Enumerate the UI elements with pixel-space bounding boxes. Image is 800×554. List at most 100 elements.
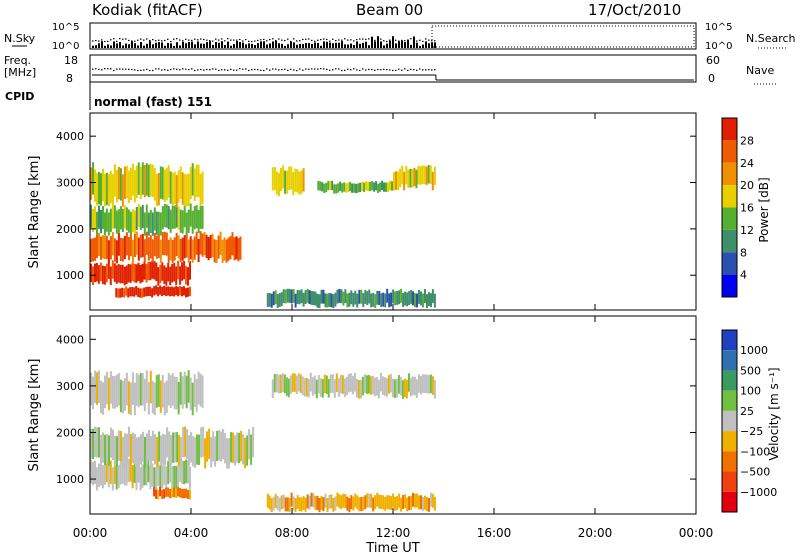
heatmap-cell bbox=[167, 487, 170, 497]
heatmap-cell bbox=[204, 438, 207, 469]
heatmap-cell bbox=[137, 459, 140, 483]
heatmap-cell bbox=[121, 238, 124, 262]
heatmap-cell bbox=[139, 234, 142, 258]
freq-point bbox=[266, 68, 268, 70]
noise-bar bbox=[221, 41, 223, 48]
noise-point bbox=[140, 38, 142, 40]
heatmap-cell bbox=[111, 232, 114, 256]
heatmap-cell bbox=[209, 234, 212, 259]
heatmap-cell bbox=[375, 377, 378, 396]
noise-bar bbox=[254, 45, 256, 48]
heatmap-cell bbox=[173, 376, 176, 410]
heatmap-cell bbox=[165, 286, 168, 296]
heatmap-cell bbox=[353, 373, 356, 392]
heatmap-cell bbox=[175, 285, 178, 296]
heatmap-cell bbox=[151, 288, 154, 298]
heatmap-cell bbox=[198, 434, 201, 465]
heatmap-cell bbox=[123, 235, 126, 260]
colorbar-swatch bbox=[722, 162, 737, 186]
beam-label: Beam 00 bbox=[356, 1, 423, 19]
heatmap-cell bbox=[356, 495, 359, 510]
heatmap-cell bbox=[127, 263, 130, 283]
heatmap-cell bbox=[90, 263, 92, 283]
noise-bar bbox=[248, 43, 250, 48]
heatmap-cell bbox=[221, 239, 224, 263]
heatmap-cell bbox=[155, 211, 158, 235]
noise-point bbox=[431, 40, 433, 42]
heatmap-cell bbox=[105, 208, 108, 232]
freq-point bbox=[299, 68, 301, 70]
heatmap-cell bbox=[117, 232, 120, 256]
heatmap-cell bbox=[133, 287, 136, 297]
freq-point bbox=[377, 68, 379, 71]
noise-left-tick-bottom: 10^0 bbox=[52, 41, 79, 52]
heatmap-cell bbox=[181, 286, 183, 297]
heatmap-cell bbox=[177, 206, 180, 230]
freq-point bbox=[395, 69, 397, 72]
freq-point bbox=[332, 69, 334, 71]
heatmap-cell bbox=[202, 426, 205, 457]
power-heatmap bbox=[90, 162, 436, 309]
noise-bar bbox=[116, 43, 118, 48]
heatmap-cell bbox=[328, 494, 331, 509]
heatmap-cell bbox=[125, 372, 128, 406]
noise-bar bbox=[434, 42, 436, 48]
heatmap-cell bbox=[211, 233, 214, 258]
noise-bar bbox=[242, 42, 244, 48]
heatmap-cell bbox=[121, 264, 124, 284]
heatmap-cell bbox=[430, 492, 432, 507]
noise-bar bbox=[314, 42, 316, 48]
noise-bar bbox=[374, 41, 376, 48]
heatmap-cell bbox=[381, 376, 384, 395]
heatmap-cell bbox=[283, 374, 286, 394]
heatmap-cell bbox=[292, 496, 295, 511]
freq-point bbox=[143, 69, 145, 71]
heatmap-cell bbox=[185, 174, 188, 207]
noise-point bbox=[428, 39, 430, 41]
heatmap-cell bbox=[138, 436, 140, 467]
heatmap-cell bbox=[167, 239, 170, 263]
heatmap-cell bbox=[312, 291, 315, 306]
heatmap-cell bbox=[415, 169, 418, 189]
freq-point bbox=[182, 68, 184, 70]
freq-point bbox=[359, 69, 361, 72]
heatmap-cell bbox=[107, 377, 110, 411]
heatmap-cell bbox=[399, 168, 402, 188]
heatmap-cell bbox=[310, 492, 313, 507]
heatmap-cell bbox=[179, 239, 182, 263]
noise-point bbox=[101, 39, 103, 41]
heatmap-cell bbox=[376, 492, 379, 507]
heatmap-cell bbox=[217, 235, 220, 259]
heatmap-cell bbox=[329, 180, 332, 191]
heatmap-cell bbox=[199, 373, 202, 407]
heatmap-cell bbox=[356, 293, 359, 308]
heatmap-cell bbox=[179, 209, 182, 233]
colorbar-swatch bbox=[722, 118, 737, 141]
heatmap-cell bbox=[280, 167, 282, 192]
heatmap-cell bbox=[291, 373, 294, 392]
noise-point bbox=[227, 38, 229, 40]
heatmap-cell bbox=[377, 379, 380, 399]
noise-bar bbox=[290, 41, 292, 48]
noise-right-tick-top: 10^5 bbox=[705, 22, 732, 33]
heatmap-cell bbox=[250, 434, 253, 465]
heatmap-cell bbox=[117, 166, 120, 200]
noise-bar bbox=[110, 45, 112, 48]
heatmap-cell bbox=[113, 205, 116, 229]
heatmap-cell bbox=[346, 496, 349, 511]
noise-point bbox=[332, 38, 334, 40]
heatmap-cell bbox=[151, 381, 154, 414]
nave-label: Nave bbox=[746, 64, 774, 77]
heatmap-cell bbox=[412, 291, 414, 306]
heatmap-cell bbox=[141, 162, 144, 195]
heatmap-cell bbox=[177, 170, 180, 203]
noise-bar bbox=[359, 43, 361, 48]
heatmap-cell bbox=[181, 488, 183, 499]
heatmap-cell bbox=[139, 288, 142, 298]
heatmap-cell bbox=[92, 162, 94, 195]
freq-point bbox=[434, 69, 436, 71]
colorbar-swatch bbox=[722, 252, 737, 275]
freq-point bbox=[305, 68, 307, 70]
noise-bar bbox=[287, 44, 289, 48]
noise-bar bbox=[353, 45, 355, 48]
